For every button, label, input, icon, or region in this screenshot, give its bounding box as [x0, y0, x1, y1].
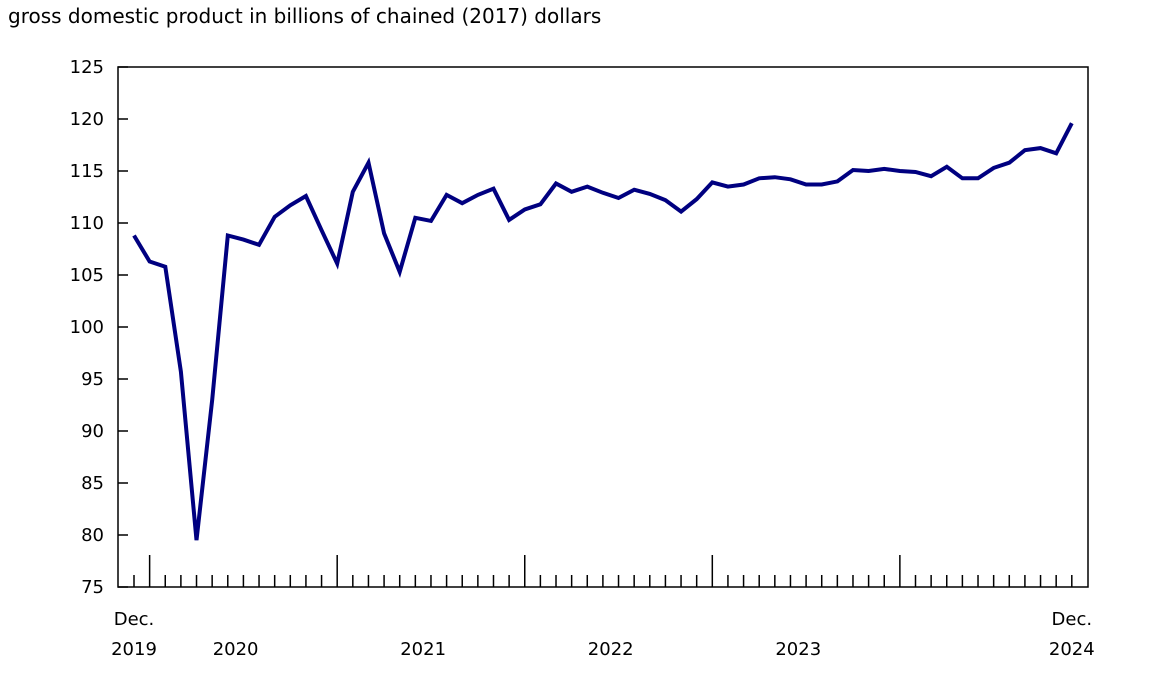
y-tick-label: 120 [70, 109, 104, 130]
y-tick-label: 115 [70, 161, 104, 182]
x-tick-label: 2021 [400, 639, 446, 660]
y-tick-label: 125 [70, 57, 104, 78]
x-tick-label: 2024 [1049, 639, 1095, 660]
y-tick-label: 100 [70, 317, 104, 338]
y-tick-label: 75 [81, 577, 104, 598]
y-tick-label: 105 [70, 265, 104, 286]
x-tick-label: Dec. [1052, 609, 1093, 630]
x-tick-label: 2022 [588, 639, 634, 660]
y-tick-label: 85 [81, 473, 104, 494]
x-tick-label: 2019 [111, 639, 157, 660]
x-tick-label: 2020 [213, 639, 259, 660]
y-tick-label: 110 [70, 213, 104, 234]
x-tick-label: 2023 [775, 639, 821, 660]
gdp-series-line [132, 122, 1074, 541]
x-tick-label: Dec. [114, 609, 155, 630]
y-tick-label: 90 [81, 421, 104, 442]
y-tick-label: 95 [81, 369, 104, 390]
y-tick-label: 80 [81, 525, 104, 546]
chart-title: gross domestic product in billions of ch… [8, 4, 602, 28]
plot-frame [117, 66, 1089, 588]
